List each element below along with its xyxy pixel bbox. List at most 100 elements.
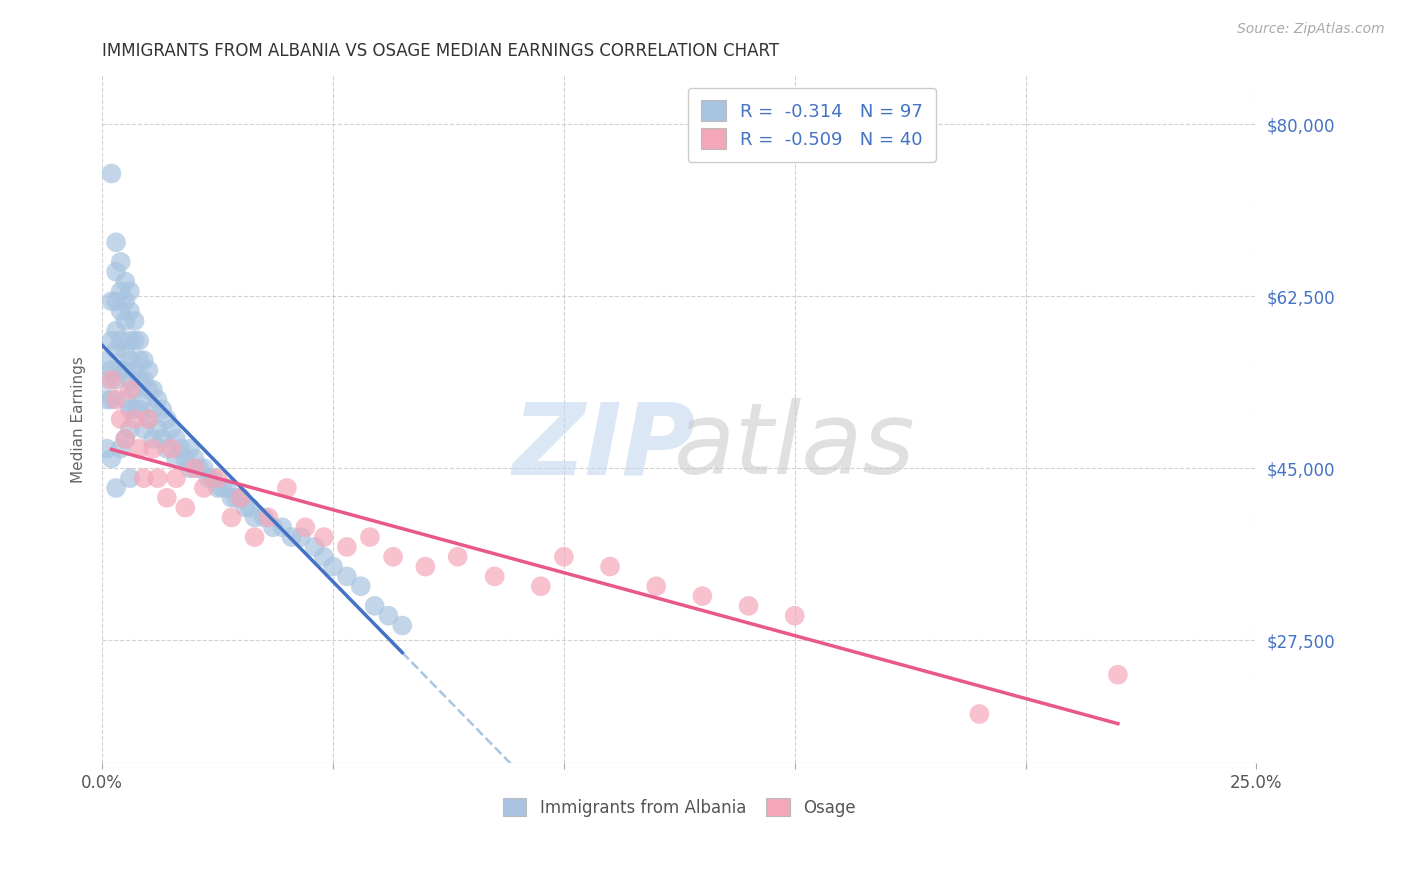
Point: [969, 706, 991, 721]
Point: [128, 402, 150, 417]
Point: [114, 392, 136, 407]
Point: [114, 314, 136, 328]
Point: [197, 471, 219, 485]
Point: [100, 166, 122, 180]
Point: [124, 314, 146, 328]
Point: [124, 383, 146, 397]
Point: [257, 510, 280, 524]
Point: [179, 442, 201, 456]
Point: [124, 412, 146, 426]
Point: [150, 402, 173, 417]
Point: [243, 510, 266, 524]
Point: [114, 432, 136, 446]
Point: [96, 353, 118, 368]
Point: [105, 324, 128, 338]
Point: [118, 383, 141, 397]
Point: [114, 275, 136, 289]
Point: [165, 432, 187, 446]
Point: [132, 353, 155, 368]
Point: [142, 432, 165, 446]
Point: [183, 461, 205, 475]
Point: [142, 442, 165, 456]
Point: [100, 363, 122, 377]
Point: [156, 442, 179, 456]
Point: [118, 353, 141, 368]
Point: [105, 235, 128, 250]
Point: [530, 579, 553, 593]
Point: [193, 481, 215, 495]
Point: [110, 334, 132, 348]
Point: [110, 412, 132, 426]
Point: [174, 451, 197, 466]
Point: [110, 363, 132, 377]
Point: [118, 373, 141, 387]
Point: [304, 540, 326, 554]
Point: [124, 334, 146, 348]
Point: [280, 530, 302, 544]
Point: [243, 530, 266, 544]
Point: [377, 608, 399, 623]
Legend: Immigrants from Albania, Osage: Immigrants from Albania, Osage: [496, 791, 862, 823]
Point: [215, 481, 238, 495]
Point: [233, 500, 256, 515]
Point: [96, 442, 118, 456]
Point: [128, 373, 150, 387]
Point: [100, 451, 122, 466]
Point: [165, 471, 187, 485]
Point: [271, 520, 294, 534]
Point: [174, 500, 197, 515]
Point: [118, 285, 141, 299]
Point: [193, 461, 215, 475]
Point: [138, 412, 160, 426]
Text: ZIP: ZIP: [513, 398, 696, 495]
Point: [336, 569, 359, 583]
Point: [124, 402, 146, 417]
Text: IMMIGRANTS FROM ALBANIA VS OSAGE MEDIAN EARNINGS CORRELATION CHART: IMMIGRANTS FROM ALBANIA VS OSAGE MEDIAN …: [103, 42, 779, 60]
Point: [132, 373, 155, 387]
Point: [253, 510, 276, 524]
Point: [312, 549, 335, 564]
Point: [114, 363, 136, 377]
Point: [146, 422, 169, 436]
Point: [239, 500, 262, 515]
Point: [138, 412, 160, 426]
Point: [484, 569, 506, 583]
Point: [737, 599, 759, 613]
Point: [363, 599, 385, 613]
Point: [146, 392, 169, 407]
Point: [105, 294, 128, 309]
Point: [447, 549, 470, 564]
Point: [114, 294, 136, 309]
Point: [183, 451, 205, 466]
Point: [276, 481, 298, 495]
Text: Source: ZipAtlas.com: Source: ZipAtlas.com: [1237, 22, 1385, 37]
Point: [150, 432, 173, 446]
Point: [110, 442, 132, 456]
Point: [128, 442, 150, 456]
Point: [118, 334, 141, 348]
Point: [105, 373, 128, 387]
Point: [118, 304, 141, 318]
Point: [142, 383, 165, 397]
Point: [96, 392, 118, 407]
Point: [114, 343, 136, 358]
Point: [110, 285, 132, 299]
Point: [350, 579, 373, 593]
Point: [207, 471, 229, 485]
Point: [114, 432, 136, 446]
Point: [207, 481, 229, 495]
Point: [221, 491, 243, 505]
Point: [599, 559, 621, 574]
Point: [100, 373, 122, 387]
Point: [336, 540, 359, 554]
Point: [100, 334, 122, 348]
Point: [211, 481, 233, 495]
Point: [312, 530, 335, 544]
Point: [262, 520, 284, 534]
Point: [202, 471, 225, 485]
Point: [156, 491, 179, 505]
Point: [142, 402, 165, 417]
Point: [138, 383, 160, 397]
Point: [645, 579, 668, 593]
Point: [783, 608, 806, 623]
